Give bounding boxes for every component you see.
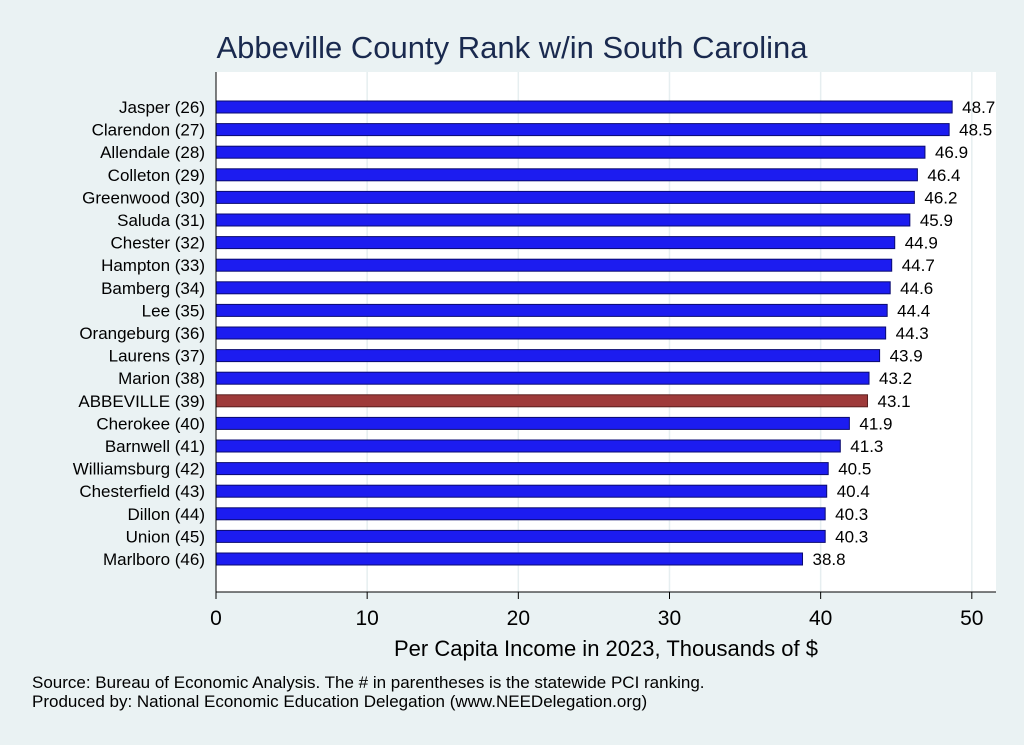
bar xyxy=(215,484,828,498)
x-tick-label: 40 xyxy=(809,607,832,630)
bar xyxy=(215,529,826,543)
bar xyxy=(215,100,953,114)
category-label: ABBEVILLE (39) xyxy=(78,392,205,411)
value-label: 48.5 xyxy=(959,121,992,140)
produced-by-note: Produced by: National Economic Education… xyxy=(32,692,648,711)
bar xyxy=(215,462,829,476)
x-tick-label: 0 xyxy=(210,607,222,630)
value-label: 44.9 xyxy=(905,234,938,253)
value-label: 41.9 xyxy=(859,414,892,433)
bar xyxy=(215,416,850,430)
x-axis-ticks: 0 10 20 30 40 50 xyxy=(210,592,983,630)
value-label: 43.1 xyxy=(878,392,911,411)
value-label: 45.9 xyxy=(920,211,953,230)
bar xyxy=(215,213,911,227)
x-tick-label: 30 xyxy=(658,607,681,630)
value-label: 44.7 xyxy=(902,256,935,275)
category-label: Bamberg (34) xyxy=(101,279,205,298)
category-label: Marion (38) xyxy=(118,369,205,388)
category-label: Orangeburg (36) xyxy=(79,324,205,343)
bar xyxy=(215,145,926,159)
value-label: 43.9 xyxy=(890,347,923,366)
category-label: Union (45) xyxy=(126,527,205,546)
value-label: 41.3 xyxy=(850,437,883,456)
bar xyxy=(215,236,896,250)
x-axis-label: Per Capita Income in 2023, Thousands of … xyxy=(394,636,818,661)
category-label: Jasper (26) xyxy=(119,98,205,117)
category-label: Laurens (37) xyxy=(109,347,205,366)
bar xyxy=(215,439,841,453)
value-label: 44.4 xyxy=(897,301,930,320)
value-label: 40.5 xyxy=(838,460,871,479)
category-label: Lee (35) xyxy=(142,301,205,320)
value-label: 44.3 xyxy=(896,324,929,343)
category-label: Barnwell (41) xyxy=(105,437,205,456)
category-labels: Jasper (26) Clarendon (27) Allendale (28) C… xyxy=(73,98,205,569)
bars xyxy=(215,100,953,566)
bar xyxy=(215,552,804,566)
category-label: Colleton (29) xyxy=(108,166,205,185)
bar xyxy=(215,281,891,295)
bar xyxy=(215,326,887,340)
category-label: Cherokee (40) xyxy=(96,414,205,433)
value-label: 44.6 xyxy=(900,279,933,298)
bar-highlighted xyxy=(215,394,869,408)
category-label: Chester (32) xyxy=(111,234,205,253)
value-label: 46.9 xyxy=(935,143,968,162)
value-label: 40.4 xyxy=(837,482,870,501)
category-label: Greenwood (30) xyxy=(82,188,205,207)
category-label: Marlboro (46) xyxy=(103,550,205,569)
category-label: Hampton (33) xyxy=(101,256,205,275)
bar xyxy=(215,258,893,272)
chart-title: Abbeville County Rank w/in South Carolin… xyxy=(216,30,808,65)
bar xyxy=(215,507,826,521)
bar xyxy=(215,190,915,204)
x-tick-label: 20 xyxy=(507,607,530,630)
bar xyxy=(215,168,918,182)
value-label: 40.3 xyxy=(835,527,868,546)
value-label: 38.8 xyxy=(813,550,846,569)
category-label: Saluda (31) xyxy=(117,211,205,230)
value-label: 46.4 xyxy=(927,166,960,185)
bar xyxy=(215,303,888,317)
value-label: 40.3 xyxy=(835,505,868,524)
value-label: 46.2 xyxy=(924,188,957,207)
bar xyxy=(215,349,881,363)
x-tick-label: 10 xyxy=(355,607,378,630)
x-tick-label: 50 xyxy=(960,607,983,630)
value-label: 48.7 xyxy=(962,98,995,117)
category-label: Allendale (28) xyxy=(100,143,205,162)
category-label: Clarendon (27) xyxy=(92,121,205,140)
bar xyxy=(215,371,870,385)
source-note: Source: Bureau of Economic Analysis. The… xyxy=(32,673,705,692)
value-label: 43.2 xyxy=(879,369,912,388)
category-label: Dillon (44) xyxy=(128,505,205,524)
category-label: Williamsburg (42) xyxy=(73,460,205,479)
value-labels: 48.7 48.5 46.9 46.4 46.2 45.9 44.9 44.7 44.6 44.4… xyxy=(813,98,996,569)
bar xyxy=(215,123,950,137)
category-label: Chesterfield (43) xyxy=(79,482,205,501)
